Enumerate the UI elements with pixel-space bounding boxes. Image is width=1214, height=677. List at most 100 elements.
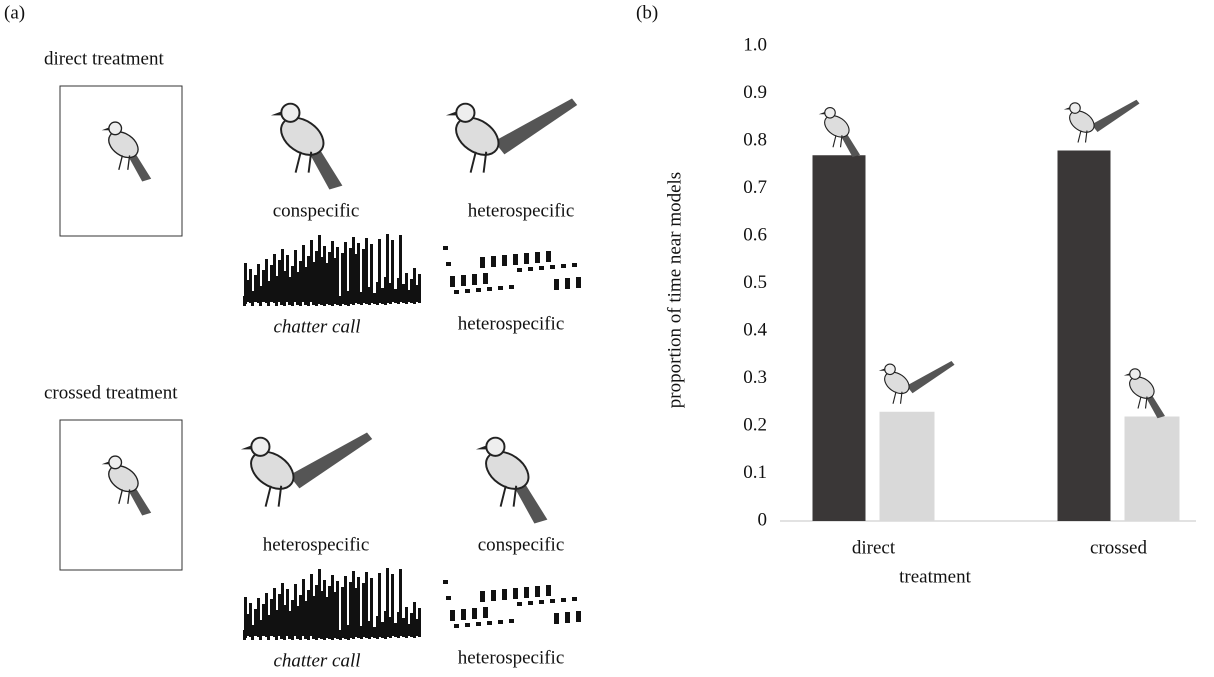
spectrogram-mark (418, 608, 421, 637)
x-tick-label: direct (852, 537, 896, 558)
bird-drawing (476, 438, 548, 524)
spectrogram-mark (384, 611, 387, 639)
y-tick-label: 0.6 (743, 224, 767, 245)
spectrogram-mark (365, 572, 368, 638)
spectrogram-mark (331, 241, 334, 306)
spectrogram-mark (257, 264, 260, 303)
spectrogram-mark (270, 599, 273, 636)
spectrogram-mark (328, 586, 331, 639)
y-axis-title: proportion of time near models (664, 172, 685, 408)
spectrogram-mark (502, 589, 507, 600)
spectrogram-mark (323, 580, 326, 640)
model-label: conspecific (273, 200, 360, 221)
bird-beak (879, 369, 886, 371)
spectrogram-mark (535, 252, 540, 263)
spectrogram-mark (446, 596, 451, 600)
y-tick-label: 0.9 (743, 82, 767, 103)
bird-drawing (819, 108, 860, 158)
bird-head (1130, 369, 1141, 380)
spectrogram-mark (291, 266, 294, 306)
spectrogram-mark (384, 277, 387, 305)
spectrogram-mark (535, 586, 540, 597)
spectrogram-mark (262, 604, 265, 636)
bird-drawing (102, 456, 152, 515)
spectrogram-mark (257, 598, 260, 637)
bar (813, 155, 866, 521)
y-tick-label: 0.5 (743, 272, 767, 293)
spectrogram-mark (443, 246, 448, 250)
spectrogram-mark (509, 285, 514, 289)
spectrogram-mark (465, 289, 470, 293)
y-tick-label: 0.8 (743, 129, 767, 150)
spectrogram-mark (480, 257, 485, 268)
spectrogram-mark (262, 270, 265, 302)
spectrogram-mark (524, 587, 529, 598)
spectrogram-mark (546, 251, 551, 262)
spectrogram-mark (554, 279, 559, 290)
spectrogram (243, 234, 421, 306)
spectrogram-mark (331, 575, 334, 640)
spectrogram-mark (480, 591, 485, 602)
spectrogram-mark (376, 282, 379, 305)
bird-drawing (1064, 100, 1140, 143)
spectrogram-mark (454, 624, 459, 628)
spectrogram-mark (405, 607, 408, 638)
spectrogram-mark (357, 577, 360, 638)
spectrogram-mark (357, 243, 360, 304)
bird-beak (819, 112, 826, 114)
spectrogram-mark (546, 585, 551, 596)
spectrogram-mark (389, 617, 392, 638)
spectrogram-mark (281, 583, 284, 637)
bar (1125, 417, 1180, 522)
spectrogram-mark (368, 621, 371, 639)
spectrogram-mark (315, 251, 318, 306)
spectrogram-mark (402, 284, 405, 303)
spectrogram-mark (254, 609, 257, 636)
spectrogram-mark (394, 623, 397, 637)
spectrogram-mark (376, 616, 379, 639)
spectrogram-mark (528, 601, 533, 605)
bird-beak (102, 128, 110, 131)
treatment-title: crossed treatment (44, 382, 178, 403)
spectrogram-mark (360, 292, 363, 305)
call-label: chatter call (273, 650, 360, 671)
spectrogram-mark (315, 585, 318, 640)
spectrogram-mark (461, 609, 466, 620)
spectrogram-mark (561, 264, 566, 268)
spectrogram-mark (389, 283, 392, 304)
bird-head (825, 108, 836, 119)
page: (a) (b) direct treatmentconspecificheter… (0, 0, 1214, 677)
bird-beak (102, 462, 110, 465)
spectrogram-mark (561, 598, 566, 602)
spectrogram (243, 568, 421, 640)
spectrogram-mark (347, 625, 350, 640)
spectrogram-mark (539, 266, 544, 270)
spectrogram-mark (491, 590, 496, 601)
spectrogram-mark (502, 255, 507, 266)
spectrogram-mark (302, 579, 305, 636)
bird-beak (446, 112, 458, 116)
panel-label: (b) (636, 2, 658, 23)
y-tick-label: 0.4 (743, 319, 767, 340)
spectrogram-mark (339, 630, 342, 640)
spectrogram-mark (352, 571, 355, 639)
spectrogram-mark (286, 255, 289, 302)
spectrogram (443, 246, 581, 294)
spectrogram-mark (418, 274, 421, 303)
spectrogram-mark (286, 589, 289, 636)
spectrogram-mark (249, 603, 252, 637)
bird-head (109, 456, 122, 469)
spectrogram-mark (281, 249, 284, 303)
spectrogram-mark (539, 600, 544, 604)
spectrogram-mark (299, 595, 302, 640)
bird-beak (1124, 373, 1131, 375)
spectrogram-mark (270, 265, 273, 302)
spectrogram-mark (294, 584, 297, 636)
spectrogram-mark (454, 290, 459, 294)
spectrogram-mark (554, 613, 559, 624)
bar (1058, 151, 1111, 522)
spectrogram-mark (365, 238, 368, 304)
model-label: heterospecific (468, 200, 575, 221)
call-label: chatter call (273, 316, 360, 337)
y-tick-label: 0.1 (743, 462, 767, 483)
